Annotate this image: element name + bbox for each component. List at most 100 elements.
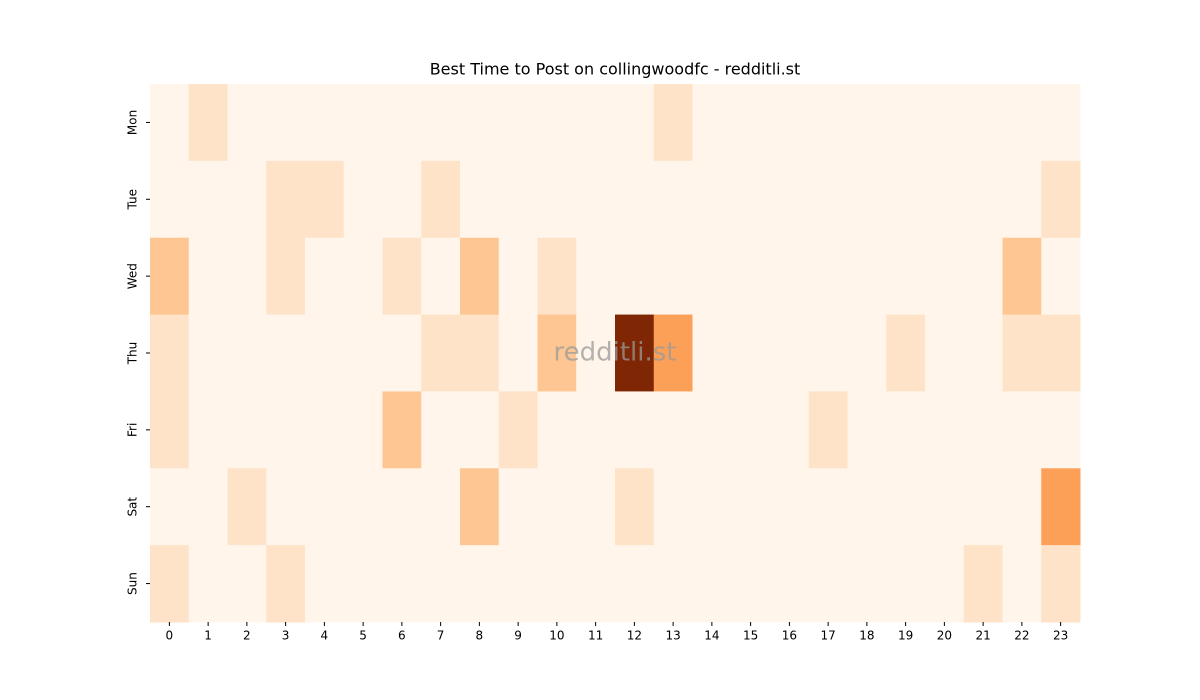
heatmap-cell (537, 545, 577, 623)
heatmap-cell (886, 545, 926, 623)
heatmap-cell (808, 545, 848, 623)
heatmap-cell (1002, 160, 1042, 239)
heatmap-cell (266, 545, 306, 623)
heatmap-cell (382, 314, 422, 392)
heatmap-cell (150, 468, 190, 546)
heatmap-cell (886, 468, 926, 546)
heatmap-cell (382, 160, 422, 239)
heatmap-cell (227, 545, 267, 623)
heatmap-cell (537, 314, 577, 392)
heatmap-cell (460, 84, 500, 162)
heatmap-cell (421, 545, 461, 623)
heatmap-cell (692, 314, 732, 392)
heatmap-cell (343, 468, 383, 546)
heatmap-cell (770, 237, 810, 316)
heatmap-cell (576, 84, 616, 162)
y-tick-label: Sat (126, 497, 140, 517)
heatmap-cell (615, 237, 655, 316)
heatmap-cell (770, 468, 810, 546)
heatmap-cell (770, 314, 810, 392)
heatmap-cell (188, 314, 228, 392)
heatmap-cell (421, 84, 461, 162)
heatmap-cell (925, 545, 965, 623)
heatmap-cell (498, 160, 538, 239)
heatmap-cell (692, 84, 732, 162)
x-tick-label: 8 (476, 629, 484, 643)
heatmap-cell (576, 545, 616, 623)
heatmap-cell (537, 391, 577, 469)
heatmap-cell (731, 237, 771, 316)
heatmap-cell (188, 160, 228, 239)
heatmap-cell (847, 391, 887, 469)
x-tick-label: 13 (665, 629, 680, 643)
y-tick-label: Mon (126, 110, 140, 135)
heatmap-cell (963, 545, 1003, 623)
heatmap-cell (963, 314, 1003, 392)
x-tick-label: 18 (859, 629, 874, 643)
heatmap-cell (343, 314, 383, 392)
heatmap-cell (460, 314, 500, 392)
heatmap-cell (227, 160, 267, 239)
x-tick-label: 12 (627, 629, 642, 643)
heatmap-cell (847, 237, 887, 316)
heatmap-cell (1002, 391, 1042, 469)
heatmap-cell (615, 314, 655, 392)
heatmap-cell (886, 160, 926, 239)
heatmap-cell (770, 391, 810, 469)
heatmap-cell (305, 468, 345, 546)
x-tick-label: 22 (1014, 629, 1029, 643)
heatmap-cell (382, 468, 422, 546)
x-tick-label: 11 (588, 629, 603, 643)
heatmap-cell (150, 314, 190, 392)
heatmap-cell (460, 160, 500, 239)
heatmap-cell (421, 237, 461, 316)
heatmap-cell (770, 84, 810, 162)
heatmap-cell (925, 84, 965, 162)
heatmap-cell (808, 237, 848, 316)
heatmap-cell (653, 314, 693, 392)
heatmap-cell (188, 391, 228, 469)
heatmap-cell (227, 391, 267, 469)
chart-title: Best Time to Post on collingwoodfc - red… (430, 60, 801, 79)
heatmap-cells (150, 84, 1081, 623)
heatmap-cell (692, 160, 732, 239)
heatmap-cell (498, 84, 538, 162)
x-tick-label: 16 (782, 629, 797, 643)
heatmap-cell (537, 237, 577, 316)
heatmap-cell (615, 391, 655, 469)
x-tick-label: 9 (514, 629, 522, 643)
heatmap-cell (576, 314, 616, 392)
heatmap-cell (963, 468, 1003, 546)
heatmap-cell (847, 545, 887, 623)
y-tick-label: Thu (126, 342, 140, 366)
heatmap-cell (266, 314, 306, 392)
heatmap-cell (188, 237, 228, 316)
heatmap-cell (886, 314, 926, 392)
heatmap-cell (653, 160, 693, 239)
heatmap-cell (421, 391, 461, 469)
heatmap-cell (576, 160, 616, 239)
x-tick-label: 7 (437, 629, 445, 643)
heatmap-cell (692, 468, 732, 546)
heatmap-cell (421, 468, 461, 546)
heatmap-cell (731, 160, 771, 239)
heatmap-cell (731, 314, 771, 392)
heatmap-cell (266, 468, 306, 546)
heatmap-cell (266, 160, 306, 239)
heatmap-cell (227, 237, 267, 316)
x-tick-label: 17 (820, 629, 835, 643)
heatmap-cell (1041, 314, 1081, 392)
heatmap-cell (227, 468, 267, 546)
heatmap-cell (963, 160, 1003, 239)
heatmap-cell (1002, 237, 1042, 316)
heatmap-cell (305, 160, 345, 239)
heatmap-cell (1002, 468, 1042, 546)
heatmap-cell (188, 84, 228, 162)
heatmap-cell (305, 314, 345, 392)
heatmap-cell (188, 545, 228, 623)
y-tick-label: Wed (126, 263, 140, 289)
heatmap-cell (847, 468, 887, 546)
heatmap-cell (537, 160, 577, 239)
x-tick-label: 3 (282, 629, 290, 643)
heatmap-cell (382, 84, 422, 162)
